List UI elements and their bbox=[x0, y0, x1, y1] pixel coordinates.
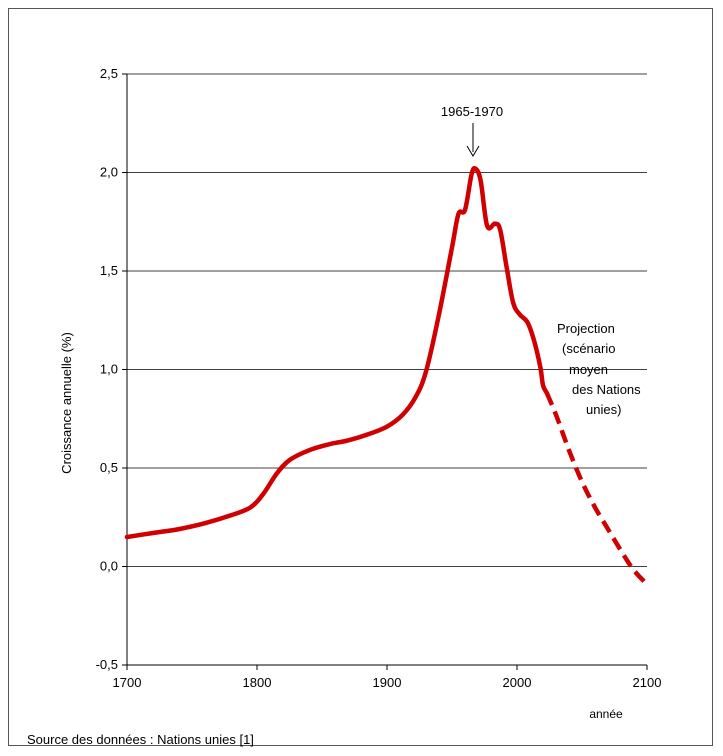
projection-line-4: des Nations bbox=[572, 382, 641, 397]
x-tick-label: 1900 bbox=[373, 675, 402, 690]
y-tick-label: 2,0 bbox=[100, 165, 118, 180]
source-note: Source des données : Nations unies [1] bbox=[27, 732, 254, 747]
y-tick-label: 0,0 bbox=[100, 559, 118, 574]
y-tick-label: 2,5 bbox=[100, 66, 118, 81]
x-axis-label: année bbox=[589, 707, 623, 721]
projection-line-1: Projection bbox=[557, 321, 615, 336]
y-tick-label: 0,5 bbox=[100, 460, 118, 475]
annotation-layer: 1965-1970 Projection (scénario moyen des… bbox=[441, 104, 641, 417]
chart-frame bbox=[8, 8, 713, 746]
projection-line-5: unies) bbox=[586, 402, 621, 417]
peak-label: 1965-1970 bbox=[441, 104, 503, 119]
y-tick-label: 1,5 bbox=[100, 263, 118, 278]
axis-layer: -0,5 0,0 0,5 1,0 1,5 2,0 2,5 1700 1800 1900 2000 21… bbox=[96, 66, 662, 690]
projection-line-3: moyen bbox=[569, 362, 608, 377]
historical-series-line bbox=[124, 165, 550, 540]
projection-series-line bbox=[544, 392, 649, 586]
x-tick-label: 1700 bbox=[113, 675, 142, 690]
y-axis-label: Croissance annuelle (%) bbox=[59, 332, 74, 474]
projection-line-2: (scénario bbox=[562, 341, 615, 356]
y-tick-label: 1,0 bbox=[100, 362, 118, 377]
y-tick-label: -0,5 bbox=[96, 657, 118, 672]
x-tick-label: 2000 bbox=[503, 675, 532, 690]
peak-arrow-head bbox=[466, 145, 480, 157]
x-tick-label: 2100 bbox=[633, 675, 662, 690]
series-layer bbox=[124, 165, 649, 586]
x-tick-label: 1800 bbox=[243, 675, 272, 690]
